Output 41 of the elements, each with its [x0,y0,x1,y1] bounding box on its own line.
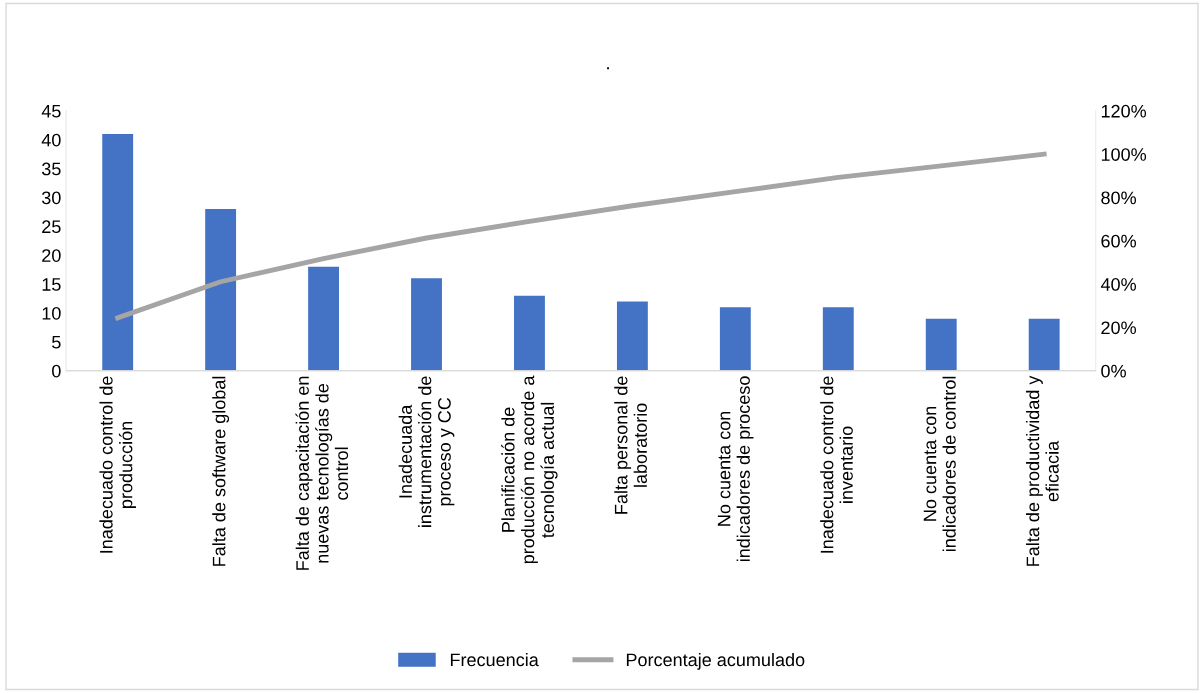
bar [1028,318,1060,371]
x-tick-label: Planificación de producción no acorde a tecnología actual [501,375,558,564]
bar [925,318,957,371]
x-tick-label: Inadecuado control de producción [99,376,136,553]
x-tick-label: Inadecuado control de inventario [820,376,853,553]
legend-label: Frecuencia [450,652,539,667]
bar [102,133,134,371]
y-tick-label: 15 [42,278,61,291]
x-tick-label: Falta de productividad y eficacia [1026,375,1059,566]
y-tick-label: 40 [41,133,61,147]
y-tick-label: 20 [42,249,61,262]
chart-title: . [607,67,609,70]
y2-tick-label: 80% [1101,191,1136,205]
y2-tick-label: 20% [1101,321,1136,335]
legend-label: Porcentaje acumulado [626,652,805,670]
y-tick-label: 30 [41,191,61,205]
y2-tick-label: 0% [1101,364,1126,378]
x-tick-label: Inadecuada instrumentación de proceso y CC [398,376,455,527]
bar [616,301,648,371]
y2-tick-label: 100% [1101,148,1147,161]
y-tick-label: 45 [41,105,61,118]
y2-tick-label: 120% [1101,104,1147,118]
x-tick-label: Falta de software global [212,376,230,566]
bar [205,209,237,371]
x-tick-label: Falta de capacitación en nuevas tecnologías de control [295,376,349,570]
bar [822,307,854,371]
bar [308,266,340,371]
y2-tick-label: 40% [1100,278,1136,291]
y-tick-label: 35 [41,162,61,176]
y2-tick-label: 60% [1101,234,1136,248]
y-tick-label: 10 [42,306,61,320]
line-series [115,151,1047,321]
y-tick-label: 0 [52,364,61,378]
x-tick-label: No cuenta con indicadores de control [923,376,956,552]
bar [719,307,751,371]
y-tick-label: 25 [42,220,61,234]
y-tick-label: 5 [52,336,61,349]
bar [411,278,442,371]
x-tick-label: No cuenta con indicadores de proceso [717,376,754,562]
bar [514,295,545,371]
x-tick-label: Falta personal de laboratorio [614,376,647,514]
